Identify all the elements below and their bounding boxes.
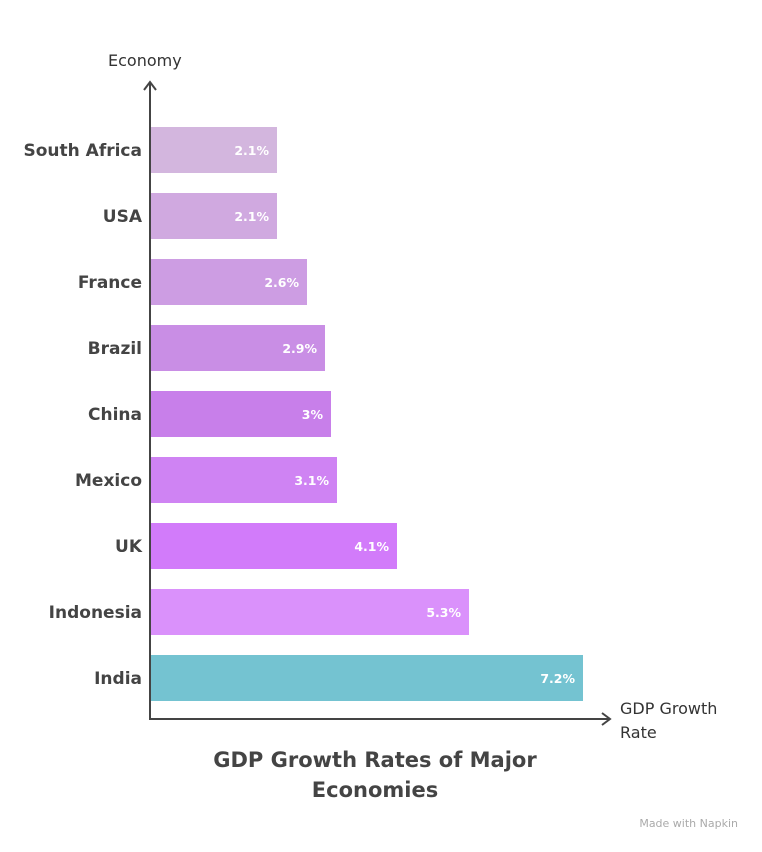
chart-title: GDP Growth Rates of Major Economies [213,748,537,802]
value-label: 2.1% [234,143,269,158]
category-label: Mexico [75,471,142,491]
y-axis-arrow-icon [143,80,157,91]
bar-uk [151,523,397,569]
value-label: 2.1% [234,209,269,224]
category-label: Brazil [88,339,142,359]
value-label: 2.6% [264,275,299,290]
y-axis-label: Economy [108,51,182,70]
bar-south-africa [151,127,277,173]
bar-usa [151,193,277,239]
bar-china [151,391,331,437]
value-label: 5.3% [426,605,461,620]
value-label: 4.1% [354,539,389,554]
value-label: 3.1% [294,473,329,488]
bar-india [151,655,583,701]
watermark: Made with Napkin [639,817,738,830]
bar-mexico [151,457,337,503]
category-label: France [78,273,142,293]
bar-france [151,259,307,305]
value-label: 2.9% [282,341,317,356]
x-axis-arrow-icon [601,712,612,726]
bar-brazil [151,325,325,371]
bar-indonesia [151,589,469,635]
category-label: China [88,405,142,425]
category-label: India [94,669,142,689]
category-label: Indonesia [49,603,142,623]
x-axis-label: GDP Growth Rate [620,699,717,742]
category-label: South Africa [24,141,143,161]
category-label: USA [103,207,143,227]
value-label: 7.2% [540,671,575,686]
category-label: UK [115,537,143,557]
value-label: 3% [302,407,324,422]
